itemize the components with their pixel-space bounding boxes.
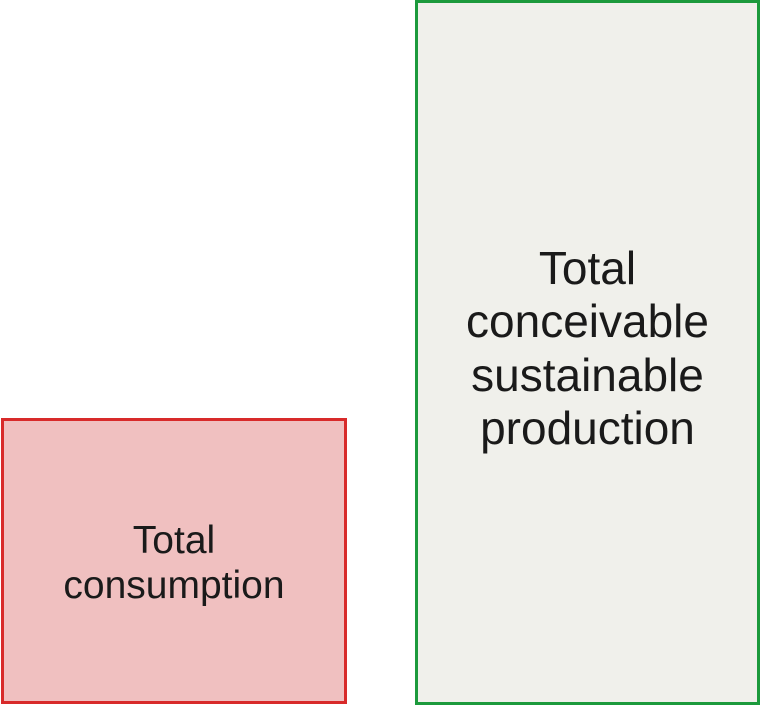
- total-sustainable-production-box: Total conceivable sustainable production: [415, 0, 760, 705]
- label-line: Total: [132, 518, 216, 562]
- total-sustainable-production-label: Total conceivable sustainable production: [466, 242, 709, 455]
- label-line: sustainable: [471, 348, 704, 401]
- total-consumption-label: Total consumption: [63, 518, 284, 608]
- label-line: conceivable: [466, 295, 709, 348]
- label-line: Total: [538, 241, 637, 294]
- total-consumption-box: Total consumption: [1, 418, 347, 704]
- label-line: consumption: [63, 564, 285, 607]
- label-line: production: [480, 401, 695, 454]
